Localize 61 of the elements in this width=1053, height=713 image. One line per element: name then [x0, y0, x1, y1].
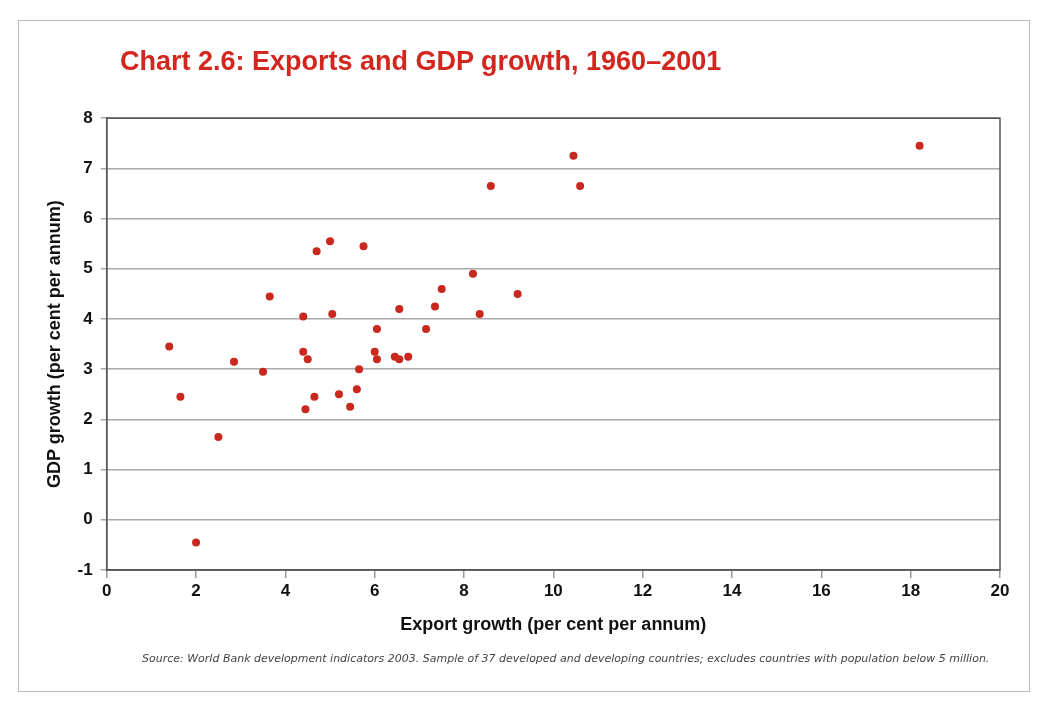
y-tick-label: 2 [83, 409, 93, 429]
point [230, 357, 239, 366]
x-tick-label: 20 [990, 580, 1010, 600]
x-axis-title: Export growth (per cent per annum) [400, 614, 707, 635]
point [310, 392, 319, 401]
x-tick-label: 10 [543, 580, 563, 600]
point [299, 312, 308, 321]
point [486, 181, 495, 190]
x-tick-label: 14 [722, 580, 743, 600]
point [334, 390, 343, 399]
point [346, 402, 355, 411]
point [475, 309, 484, 318]
chart-title: Chart 2.6: Exports and GDP growth, 1960–2001 [120, 46, 722, 77]
point [915, 141, 924, 150]
y-tick-label: 3 [83, 358, 93, 378]
point [301, 405, 310, 414]
point [372, 325, 381, 334]
y-tick-label: 0 [83, 509, 93, 529]
point [437, 284, 446, 293]
point [395, 355, 404, 364]
point [422, 325, 431, 334]
point [176, 392, 185, 401]
y-tick-label: 6 [83, 208, 93, 228]
point [468, 269, 477, 278]
y-axis-title: GDP growth (per cent per annum) [43, 200, 64, 488]
point [165, 342, 174, 351]
point [303, 355, 312, 364]
point [328, 309, 337, 318]
source-note: Source: World Bank development indicators 2003. Sample of 37 developed and developing countries; excludes countries with population below 5 million. [142, 651, 991, 667]
point [352, 385, 361, 394]
x-tick-label: 16 [811, 580, 831, 600]
point [265, 292, 274, 301]
y-tick-label: -1 [77, 559, 93, 579]
point [395, 304, 404, 313]
point [312, 247, 321, 256]
point [326, 237, 335, 246]
x-tick-label: 12 [633, 580, 653, 600]
y-tick-label: 1 [83, 459, 93, 479]
point [299, 347, 308, 356]
x-tick-label: 4 [280, 580, 291, 600]
point [192, 538, 201, 547]
point [214, 432, 223, 441]
point [359, 242, 368, 251]
x-tick-label: 18 [901, 580, 921, 600]
point [372, 355, 381, 364]
y-tick-label: 5 [83, 258, 93, 278]
point [259, 367, 268, 376]
x-tick-label: 0 [101, 580, 112, 600]
y-tick-label: 7 [83, 158, 93, 178]
point [576, 181, 585, 190]
point [513, 289, 522, 298]
point [431, 302, 439, 311]
point [355, 365, 364, 374]
x-tick-label: 6 [369, 580, 380, 600]
point [370, 347, 379, 356]
x-tick-label: 8 [459, 580, 469, 600]
y-tick-label: 4 [83, 308, 94, 328]
x-tick-label: 2 [191, 580, 201, 600]
point [569, 151, 578, 160]
point [404, 352, 413, 361]
y-tick-label: 8 [83, 107, 93, 127]
